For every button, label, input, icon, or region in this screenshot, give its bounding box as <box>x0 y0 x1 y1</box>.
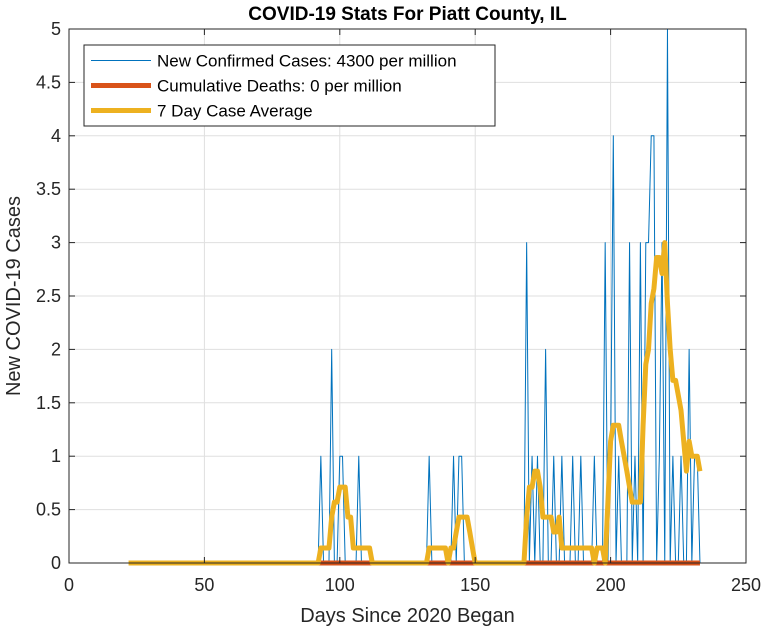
y-tick-label: 1 <box>51 446 61 466</box>
legend-entry-label: Cumulative Deaths: 0 per million <box>157 77 402 96</box>
legend-box <box>83 44 496 127</box>
y-tick-label: 1.5 <box>36 393 61 413</box>
axis-ticks: 0 50 100 150 200 250 0 0.5 1 1.5 2 2.5 3 3.5 4 4.5 5 <box>36 19 761 595</box>
y-tick-label: 3.5 <box>36 179 61 199</box>
y-tick-label: 2.5 <box>36 286 61 306</box>
x-tick-label: 0 <box>64 575 74 595</box>
y-tick-label: 0 <box>51 553 61 573</box>
y-tick-label: 4.5 <box>36 72 61 92</box>
y-tick-label: 3 <box>51 233 61 253</box>
x-tick-label: 100 <box>325 575 355 595</box>
legend-entry-label: 7 Day Case Average <box>157 102 313 121</box>
x-tick-label: 250 <box>731 575 761 595</box>
y-tick-label: 5 <box>51 19 61 39</box>
chart-title: COVID-19 Stats For Piatt County, IL <box>248 4 567 25</box>
series-line-7-day-average <box>128 240 703 566</box>
y-tick-label: 2 <box>51 339 61 359</box>
y-axis-label: New COVID-19 Cases <box>3 196 25 396</box>
legend: New Confirmed Cases: 4300 per million Cum… <box>83 44 496 127</box>
series-line-new-confirmed-cases <box>128 28 701 564</box>
legend-entry-label: New Confirmed Cases: 4300 per million <box>157 52 457 71</box>
y-tick-label: 0.5 <box>36 500 61 520</box>
x-tick-label: 200 <box>596 575 626 595</box>
x-tick-label: 150 <box>460 575 490 595</box>
y-tick-label: 4 <box>51 126 61 146</box>
x-tick-label: 50 <box>194 575 214 595</box>
x-axis-label: Days Since 2020 Began <box>300 605 515 627</box>
